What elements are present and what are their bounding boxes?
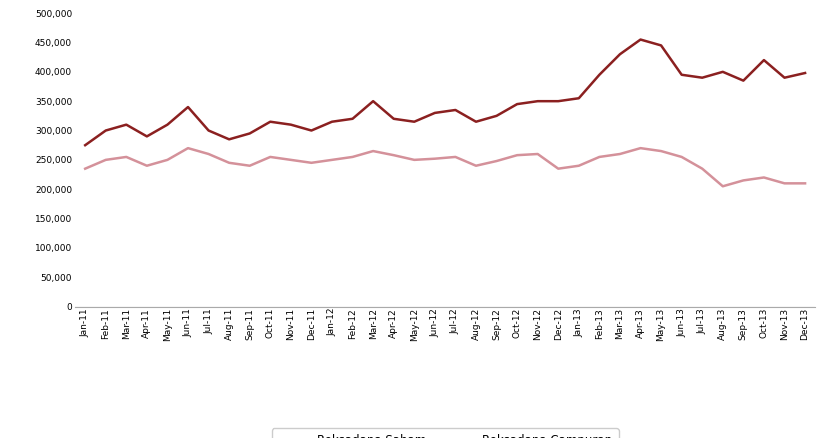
Reksadana Saham	[492, 113, 502, 119]
Reksadana Saham	[430, 110, 440, 116]
Reksadana Campuran	[594, 154, 604, 159]
Reksadana Campuran	[615, 152, 625, 157]
Reksadana Campuran	[492, 159, 502, 164]
Reksadana Campuran	[471, 163, 481, 168]
Reksadana Campuran	[513, 152, 522, 158]
Reksadana Campuran	[430, 156, 440, 161]
Reksadana Saham	[656, 43, 666, 48]
Reksadana Saham	[450, 107, 460, 113]
Reksadana Saham	[409, 119, 419, 124]
Reksadana Campuran	[327, 157, 337, 162]
Reksadana Campuran	[121, 154, 131, 159]
Reksadana Campuran	[348, 154, 358, 159]
Reksadana Saham	[780, 75, 790, 80]
Reksadana Saham	[224, 137, 234, 142]
Reksadana Saham	[265, 119, 275, 124]
Reksadana Saham	[101, 128, 111, 133]
Reksadana Saham	[676, 72, 686, 78]
Line: Reksadana Campuran: Reksadana Campuran	[85, 148, 805, 186]
Reksadana Saham	[389, 116, 399, 121]
Reksadana Campuran	[224, 160, 234, 166]
Reksadana Saham	[162, 122, 172, 127]
Reksadana Campuran	[389, 152, 399, 158]
Reksadana Saham	[142, 134, 152, 139]
Reksadana Campuran	[553, 166, 563, 171]
Reksadana Saham	[718, 69, 728, 74]
Reksadana Saham	[553, 99, 563, 104]
Reksadana Campuran	[800, 181, 810, 186]
Reksadana Campuran	[204, 152, 214, 157]
Line: Reksadana Saham: Reksadana Saham	[85, 39, 805, 145]
Reksadana Saham	[348, 116, 358, 121]
Reksadana Campuran	[697, 166, 707, 171]
Reksadana Campuran	[759, 175, 769, 180]
Reksadana Saham	[697, 75, 707, 80]
Reksadana Campuran	[450, 154, 460, 159]
Reksadana Saham	[121, 122, 131, 127]
Reksadana Saham	[636, 37, 646, 42]
Reksadana Saham	[327, 119, 337, 124]
Reksadana Campuran	[676, 154, 686, 159]
Reksadana Campuran	[532, 152, 542, 157]
Reksadana Campuran	[265, 154, 275, 159]
Reksadana Saham	[471, 119, 481, 124]
Reksadana Saham	[306, 128, 316, 133]
Reksadana Campuran	[183, 145, 193, 151]
Reksadana Campuran	[409, 157, 419, 162]
Reksadana Saham	[368, 99, 378, 104]
Reksadana Campuran	[286, 157, 296, 162]
Reksadana Campuran	[656, 148, 666, 154]
Reksadana Campuran	[101, 157, 111, 162]
Reksadana Saham	[574, 95, 584, 101]
Reksadana Campuran	[738, 178, 748, 183]
Reksadana Saham	[594, 72, 604, 78]
Reksadana Saham	[615, 52, 625, 57]
Reksadana Campuran	[574, 163, 584, 168]
Reksadana Saham	[532, 99, 542, 104]
Reksadana Saham	[80, 143, 90, 148]
Reksadana Campuran	[718, 184, 728, 189]
Reksadana Saham	[286, 122, 296, 127]
Legend: Reksadana Saham, Reksadana Campuran: Reksadana Saham, Reksadana Campuran	[272, 428, 618, 438]
Reksadana Campuran	[245, 163, 255, 168]
Reksadana Campuran	[80, 166, 90, 171]
Reksadana Campuran	[780, 181, 790, 186]
Reksadana Saham	[759, 57, 769, 63]
Reksadana Campuran	[368, 148, 378, 154]
Reksadana Saham	[204, 128, 214, 133]
Reksadana Saham	[800, 71, 810, 76]
Reksadana Saham	[738, 78, 748, 83]
Reksadana Campuran	[306, 160, 316, 166]
Reksadana Campuran	[142, 163, 152, 168]
Reksadana Campuran	[162, 157, 172, 162]
Reksadana Saham	[245, 131, 255, 136]
Reksadana Saham	[513, 102, 522, 107]
Reksadana Campuran	[636, 145, 646, 151]
Reksadana Saham	[183, 104, 193, 110]
